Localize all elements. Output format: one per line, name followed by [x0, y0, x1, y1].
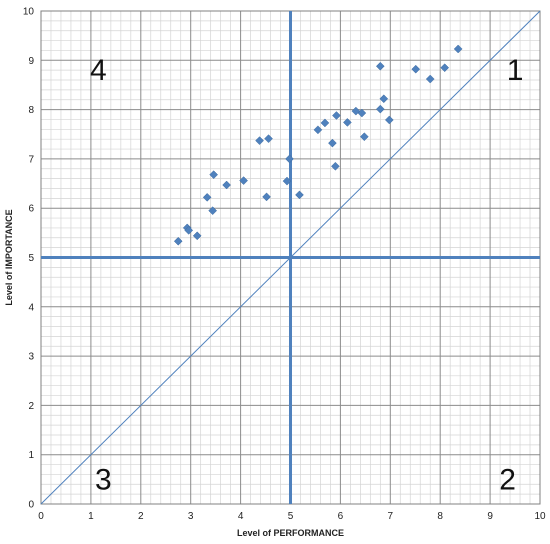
x-tick-label: 4	[238, 511, 244, 522]
y-tick-label: 3	[28, 352, 34, 363]
quadrant-label: 1	[507, 54, 524, 87]
data-point	[285, 154, 294, 164]
data-point	[375, 61, 385, 71]
x-tick-label: 8	[437, 511, 443, 522]
x-axis-label: Level of PERFORMANCE	[237, 528, 344, 538]
quadrant-label: 3	[95, 463, 112, 496]
data-point	[440, 63, 450, 73]
data-point	[209, 170, 219, 180]
y-tick-label: 0	[28, 500, 34, 511]
y-tick-label: 5	[28, 253, 34, 264]
data-point	[343, 118, 352, 127]
x-tick-labels: 0 1 2 3 4 5 6 7 8 9 10	[38, 511, 546, 522]
y-tick-label: 1	[28, 450, 34, 461]
data-point	[425, 74, 435, 84]
data-point	[208, 206, 218, 216]
data-point	[357, 108, 367, 118]
data-point	[331, 161, 340, 171]
data-point	[384, 115, 394, 125]
data-point	[192, 231, 202, 241]
data-point	[202, 193, 212, 202]
data-point	[375, 104, 385, 114]
data-point	[239, 176, 248, 185]
x-tick-label: 5	[288, 511, 294, 522]
x-tick-label: 7	[388, 511, 394, 522]
y-tick-label: 8	[28, 105, 34, 116]
data-point	[264, 134, 273, 144]
data-point	[282, 176, 292, 186]
y-tick-label: 9	[28, 56, 34, 67]
y-tick-label: 7	[28, 154, 34, 165]
x-tick-label: 9	[487, 511, 493, 522]
data-point	[184, 226, 194, 235]
y-tick-label: 2	[28, 401, 34, 412]
y-tick-label: 6	[28, 204, 34, 215]
data-point	[313, 125, 323, 135]
y-tick-labels: 0 1 2 3 4 5 6 7 8 9 10	[23, 7, 35, 511]
x-tick-label: 0	[38, 511, 44, 522]
data-point	[320, 118, 330, 128]
quadrant-label: 4	[90, 54, 107, 87]
data-point	[411, 64, 421, 74]
x-tick-label: 1	[88, 511, 94, 522]
quadrant-label: 2	[499, 463, 516, 496]
data-point	[379, 94, 389, 104]
x-tick-label: 3	[188, 511, 194, 522]
quadrant-labels: 1 2 3 4	[90, 54, 523, 496]
data-point	[328, 138, 337, 148]
data-point	[359, 132, 369, 142]
data-point	[173, 236, 183, 246]
data-point	[255, 136, 264, 146]
x-tick-label: 2	[138, 511, 144, 522]
data-point	[453, 44, 463, 54]
y-axis-label: Level of IMPORTANCE	[4, 209, 14, 305]
data-point	[222, 180, 231, 190]
data-points	[173, 44, 463, 246]
data-point	[262, 192, 271, 202]
data-point	[332, 111, 341, 120]
y-tick-label: 10	[23, 7, 35, 18]
x-tick-label: 6	[338, 511, 344, 522]
data-point	[295, 190, 304, 200]
x-tick-label: 10	[534, 511, 546, 522]
y-tick-label: 4	[28, 302, 34, 313]
